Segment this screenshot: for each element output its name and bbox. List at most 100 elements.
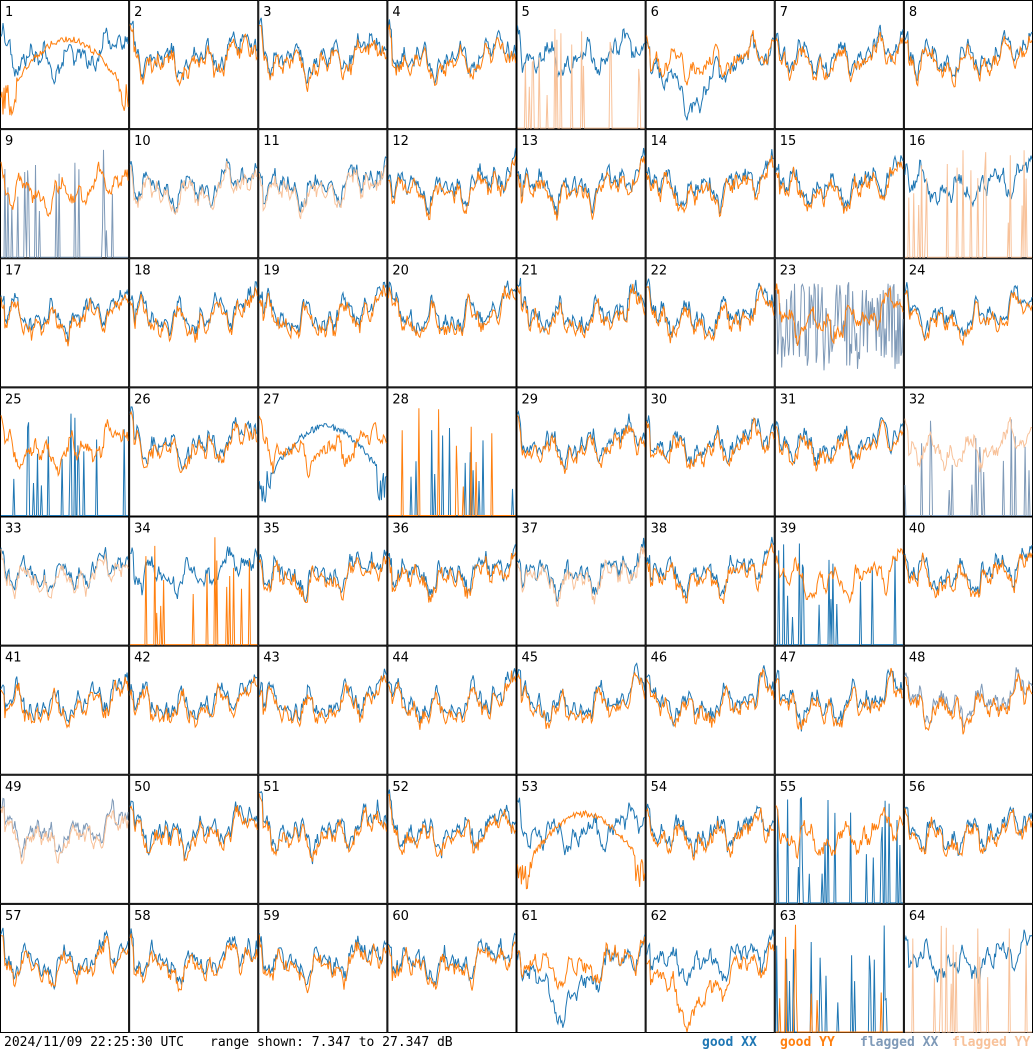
panel-25: 25	[0, 387, 130, 517]
panel-53: 53	[516, 774, 646, 904]
good-xx-series	[646, 929, 775, 986]
good-yy-series	[0, 293, 129, 347]
good-yy-series	[517, 156, 646, 221]
good-xx-series	[517, 537, 646, 602]
good-xx-series	[646, 803, 775, 858]
panel-label: 11	[263, 134, 280, 149]
panel-frame	[0, 903, 130, 1033]
panel-21: 21	[516, 258, 646, 388]
good-xx-series	[646, 278, 775, 338]
good-xx-series	[129, 20, 258, 81]
flagged-yy-series	[904, 150, 1032, 258]
good-yy-series	[646, 667, 775, 729]
panel-frame	[645, 0, 775, 130]
legend-good-xx: good XX	[702, 1035, 757, 1050]
panel-54: 54	[645, 774, 775, 904]
panel-18: 18	[129, 258, 259, 388]
good-yy-series	[387, 941, 516, 991]
panel-55: 55	[774, 774, 904, 904]
panel-frame	[774, 387, 904, 517]
good-xx-series	[646, 33, 775, 121]
good-yy-series	[387, 24, 516, 86]
panel-24: 24	[903, 258, 1033, 388]
panel-50: 50	[129, 774, 259, 904]
panel-label: 60	[392, 909, 409, 924]
panel-19: 19	[258, 258, 388, 388]
good-yy-series	[775, 419, 904, 472]
panel-frame	[258, 645, 388, 775]
panel-label: 50	[134, 780, 151, 795]
good-xx-series	[646, 536, 775, 600]
panel-11: 11	[258, 129, 388, 259]
flagged-yy-series	[129, 161, 258, 216]
panel-31: 31	[774, 387, 904, 517]
good-xx-series	[0, 22, 129, 86]
legend-flagged-yy: flagged YY	[952, 1035, 1031, 1050]
panel-frame	[516, 645, 646, 775]
good-yy-series	[0, 415, 129, 478]
panel-frame	[387, 387, 517, 517]
good-yy-series	[129, 24, 258, 87]
good-xx-series	[775, 796, 903, 904]
good-xx-series	[129, 158, 258, 214]
panel-frame	[774, 516, 904, 646]
good-yy-series	[904, 673, 1033, 735]
panel-30: 30	[645, 387, 775, 517]
panel-label: 59	[263, 909, 280, 924]
good-yy-series	[775, 547, 904, 604]
flagged-xx-series	[904, 667, 1033, 729]
panel-49: 49	[0, 774, 130, 904]
panel-9: 9	[0, 129, 130, 259]
panel-frame	[0, 0, 130, 130]
panel-frame	[258, 903, 388, 1033]
panel-48: 48	[903, 645, 1033, 775]
good-xx-series	[517, 797, 645, 856]
status-footer: 2024/11/09 22:25:30 UTC range shown: 7.3…	[0, 1033, 1033, 1053]
panel-label: 32	[909, 392, 926, 407]
good-yy-series	[388, 408, 516, 516]
flagged-yy-series	[0, 548, 129, 600]
good-yy-series	[775, 283, 904, 346]
panel-51: 51	[258, 774, 388, 904]
panel-label: 28	[392, 392, 409, 407]
good-yy-series	[129, 410, 258, 473]
panel-label: 20	[392, 263, 409, 278]
good-yy-series	[904, 290, 1033, 346]
panel-12: 12	[387, 129, 517, 259]
panel-label: 52	[392, 780, 409, 795]
panel-40: 40	[903, 516, 1033, 646]
good-yy-series	[517, 671, 646, 730]
panel-label: 57	[5, 909, 22, 924]
good-xx-series	[388, 668, 516, 724]
panel-15: 15	[774, 129, 904, 259]
good-yy-series	[129, 933, 258, 993]
panel-label: 18	[134, 263, 151, 278]
panel-42: 42	[129, 645, 259, 775]
good-xx-series	[387, 280, 516, 335]
flagged-yy-series	[904, 925, 1032, 1033]
good-xx-series	[775, 24, 904, 78]
good-xx-series	[0, 672, 129, 725]
panel-frame	[0, 516, 130, 646]
panel-63: 63	[774, 903, 904, 1033]
good-yy-series	[646, 29, 775, 86]
panel-frame	[645, 774, 775, 904]
panel-frame	[516, 774, 646, 904]
good-yy-series	[258, 793, 387, 862]
good-yy-series	[0, 36, 129, 117]
panel-3: 3	[258, 0, 388, 130]
panel-label: 37	[522, 522, 539, 537]
flagged-xx-series	[1, 149, 129, 258]
good-xx-series	[387, 147, 516, 216]
panel-label: 6	[651, 5, 659, 20]
panel-label: 17	[5, 263, 22, 278]
panel-frame	[645, 516, 775, 646]
panel-label: 43	[263, 651, 280, 666]
good-yy-series	[388, 793, 516, 858]
panel-frame	[516, 129, 646, 259]
panel-label: 42	[134, 651, 151, 666]
panel-label: 34	[134, 522, 151, 537]
panel-62: 62	[645, 903, 775, 1033]
good-xx-series	[129, 674, 258, 721]
good-yy-series	[129, 286, 258, 343]
